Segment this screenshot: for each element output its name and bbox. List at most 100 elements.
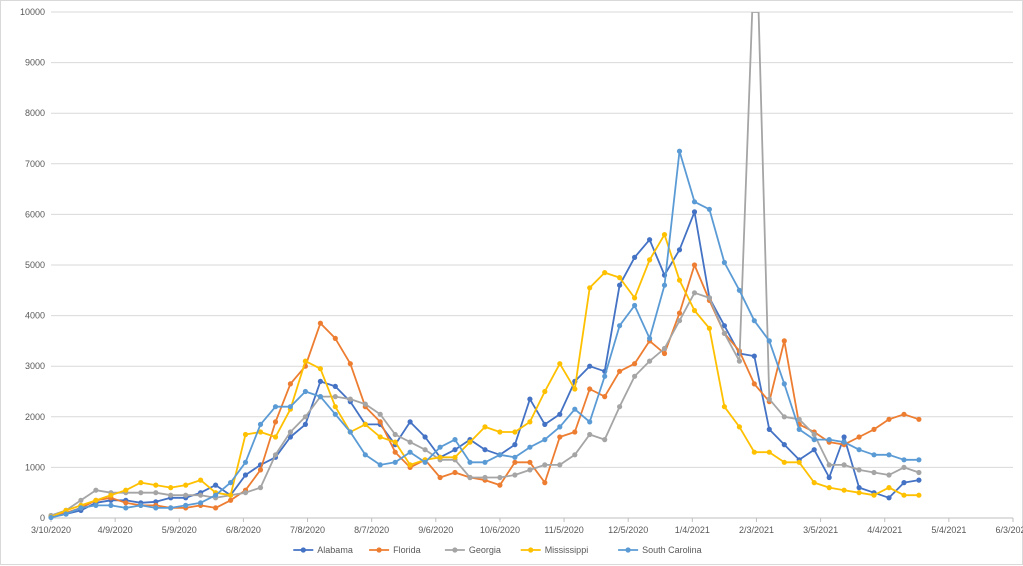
data-point-south-carolina bbox=[377, 462, 383, 468]
data-point-south-carolina bbox=[168, 505, 174, 511]
data-point-mississippi bbox=[467, 439, 473, 445]
data-point-georgia bbox=[392, 431, 398, 438]
data-point-florida bbox=[871, 426, 877, 432]
data-point-florida bbox=[123, 500, 129, 506]
data-point-florida bbox=[751, 381, 757, 387]
data-point-florida bbox=[392, 449, 398, 455]
data-point-south-carolina bbox=[691, 199, 698, 205]
data-point-georgia bbox=[916, 469, 922, 476]
data-point-alabama bbox=[826, 474, 832, 481]
data-point-florida bbox=[512, 459, 518, 465]
data-point-georgia bbox=[362, 401, 368, 407]
data-point-georgia bbox=[272, 452, 279, 458]
data-point-florida bbox=[661, 350, 668, 357]
data-point-south-carolina bbox=[706, 206, 713, 212]
data-point-georgia bbox=[826, 462, 832, 468]
data-point-mississippi bbox=[452, 454, 458, 460]
data-point-georgia bbox=[706, 295, 713, 301]
data-point-south-carolina bbox=[617, 323, 623, 329]
data-point-mississippi bbox=[542, 388, 548, 395]
x-tick-label: 10/6/2020 bbox=[480, 525, 520, 535]
data-point-alabama bbox=[841, 434, 847, 440]
data-point-south-carolina bbox=[332, 411, 338, 417]
data-point-mississippi bbox=[512, 429, 518, 435]
data-point-south-carolina bbox=[856, 447, 862, 453]
data-point-georgia bbox=[691, 290, 698, 296]
data-point-mississippi bbox=[587, 285, 593, 291]
series-alabama bbox=[48, 209, 922, 520]
data-point-south-carolina bbox=[78, 505, 84, 511]
data-point-south-carolina bbox=[497, 452, 503, 458]
data-point-florida bbox=[497, 482, 503, 488]
data-point-florida bbox=[228, 497, 234, 503]
data-point-georgia bbox=[871, 469, 877, 476]
data-point-south-carolina bbox=[751, 318, 757, 324]
axes: 0 1000 2000 3000 4000 5000 6000 7000 8000 9000 100… bbox=[20, 7, 1023, 535]
data-point-georgia bbox=[138, 490, 144, 496]
data-point-alabama bbox=[691, 209, 698, 215]
data-point-mississippi bbox=[572, 386, 578, 392]
data-point-south-carolina bbox=[108, 502, 114, 508]
data-point-georgia bbox=[542, 462, 548, 468]
data-point-mississippi bbox=[362, 421, 368, 427]
x-tick-label: 3/10/2020 bbox=[31, 525, 71, 535]
data-point-georgia bbox=[497, 474, 503, 481]
data-point-georgia bbox=[856, 467, 862, 473]
data-point-south-carolina bbox=[661, 282, 668, 288]
data-point-south-carolina bbox=[317, 394, 323, 400]
data-point-florida bbox=[901, 411, 907, 417]
data-point-mississippi bbox=[302, 358, 308, 364]
data-point-georgia bbox=[886, 472, 892, 478]
data-point-south-carolina bbox=[347, 429, 353, 435]
data-point-south-carolina bbox=[886, 452, 892, 458]
data-point-georgia bbox=[347, 396, 353, 402]
data-point-mississippi bbox=[153, 482, 159, 488]
data-point-alabama bbox=[751, 353, 757, 359]
data-point-florida bbox=[542, 480, 548, 486]
legend-item-south-carolina: South Carolina bbox=[618, 545, 702, 555]
data-point-georgia bbox=[287, 429, 293, 435]
data-point-mississippi bbox=[183, 482, 189, 488]
data-point-south-carolina bbox=[123, 505, 129, 511]
data-point-florida bbox=[916, 416, 922, 422]
data-point-georgia bbox=[736, 358, 743, 364]
data-point-mississippi bbox=[811, 480, 817, 486]
x-tick-label: 9/6/2020 bbox=[418, 525, 453, 535]
data-point-florida bbox=[452, 469, 458, 476]
data-point-south-carolina bbox=[198, 500, 204, 506]
data-point-florida bbox=[691, 262, 698, 268]
data-point-georgia bbox=[781, 414, 787, 420]
legend-item-mississippi: Mississippi bbox=[520, 545, 588, 555]
data-point-georgia bbox=[676, 318, 683, 324]
y-tick-label: 8000 bbox=[25, 108, 45, 118]
data-point-georgia bbox=[183, 492, 189, 498]
data-point-georgia bbox=[198, 492, 204, 498]
data-point-mississippi bbox=[168, 485, 174, 491]
legend-label: Alabama bbox=[317, 545, 353, 555]
data-point-south-carolina bbox=[467, 459, 473, 465]
data-point-mississippi bbox=[93, 497, 99, 503]
data-point-alabama bbox=[542, 421, 548, 427]
data-point-alabama bbox=[901, 480, 907, 486]
y-tick-label: 10000 bbox=[20, 7, 45, 17]
data-point-south-carolina bbox=[527, 444, 533, 450]
x-tick-label: 4/9/2020 bbox=[98, 525, 133, 535]
data-point-alabama bbox=[647, 237, 653, 243]
gridlines bbox=[51, 11, 1013, 468]
data-point-south-carolina bbox=[721, 259, 728, 266]
data-point-south-carolina bbox=[826, 437, 832, 443]
x-tick-label: 3/5/2021 bbox=[803, 525, 838, 535]
data-point-mississippi bbox=[437, 454, 443, 460]
data-point-mississippi bbox=[781, 459, 787, 465]
data-point-mississippi bbox=[751, 449, 757, 455]
data-point-south-carolina bbox=[901, 457, 907, 463]
data-point-florida bbox=[527, 459, 533, 465]
data-point-south-carolina bbox=[272, 404, 279, 410]
data-point-georgia bbox=[482, 474, 488, 481]
data-point-mississippi bbox=[826, 485, 832, 491]
data-point-georgia bbox=[332, 394, 338, 400]
series-mississippi bbox=[48, 232, 922, 520]
legend: Alabama Florida Georgia Mississippi South Ca… bbox=[293, 545, 702, 555]
data-point-georgia bbox=[93, 487, 99, 493]
